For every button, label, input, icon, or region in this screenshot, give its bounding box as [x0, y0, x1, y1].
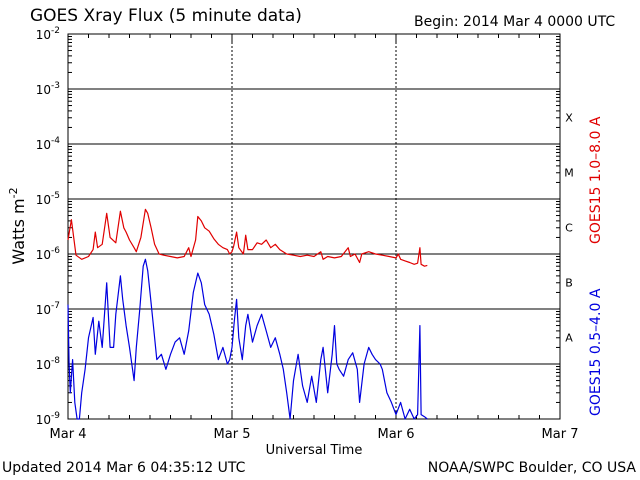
- y-tick-label: 10-2: [36, 26, 60, 42]
- y-tick-label: 10-7: [36, 301, 60, 317]
- plot-area: [67, 33, 561, 420]
- x-tick-label: Mar 4: [50, 427, 87, 442]
- x-axis-label: Universal Time: [266, 443, 363, 458]
- x-tick-label: Mar 6: [378, 427, 415, 442]
- x-tick-label: Mar 7: [542, 427, 579, 442]
- data-source: NOAA/SWPC Boulder, CO USA: [427, 460, 636, 476]
- y-tick-label: 10-3: [36, 81, 60, 97]
- y-tick-label: 10-4: [36, 136, 61, 152]
- y-tick-label: 10-8: [36, 356, 61, 372]
- series-lines: [67, 208, 428, 420]
- gridlines: [68, 88, 560, 365]
- chart-title: GOES Xray Flux (5 minute data): [30, 6, 302, 26]
- series-label-long: GOES15 1.0–8.0 A: [588, 116, 604, 244]
- series-line-long: [67, 208, 428, 267]
- flare-class-x: X: [565, 112, 573, 125]
- y-tick-label: 10-9: [36, 411, 61, 427]
- series-label-short: GOES15 0.5–4.0 A: [588, 288, 604, 416]
- series-line-short: [67, 258, 428, 420]
- y-tick-label: 10-5: [36, 191, 60, 207]
- day-dividers: [231, 34, 397, 419]
- y-tick-label: 10-6: [36, 246, 61, 262]
- x-tick-label: Mar 5: [214, 427, 251, 442]
- flare-class-a: A: [565, 332, 573, 345]
- flare-class-c: C: [565, 222, 573, 235]
- begin-date: Begin: 2014 Mar 4 0000 UTC: [414, 14, 616, 30]
- updated-timestamp: Updated 2014 Mar 6 04:35:12 UTC: [2, 460, 246, 476]
- x-axis: Mar 4 Mar 5 Mar 6 Mar 7: [50, 34, 579, 442]
- y-axis-label: Watts m-2: [7, 187, 28, 264]
- flare-class-labels: X M C B A: [564, 112, 574, 345]
- flare-class-m: M: [564, 167, 574, 180]
- flare-class-b: B: [565, 277, 573, 290]
